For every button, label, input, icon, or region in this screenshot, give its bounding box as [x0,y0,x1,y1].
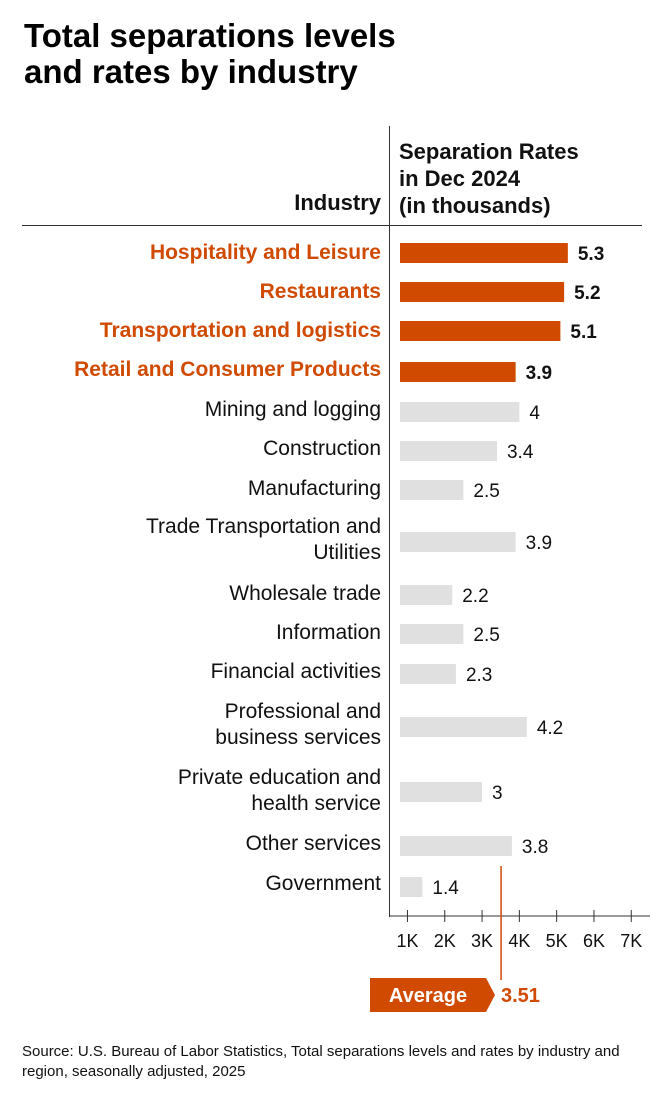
source-note: Source: U.S. Bureau of Labor Statistics,… [22,1043,620,1080]
rate-header-line-2: in Dec 2024 [399,166,521,191]
bar-11 [400,717,527,737]
value-label-12: 3 [492,783,503,804]
bar-14 [400,877,423,897]
category-label-professional: Professional and business services [215,700,381,749]
value-label-10: 2.3 [466,665,492,686]
category-label-restaurants: Restaurants [259,280,381,303]
value-label-6: 2.5 [473,481,499,502]
average-label: Average [389,985,467,1007]
category-label-hospitality: Hospitality and Leisure [149,241,381,264]
category-axis-line [389,126,390,917]
value-label-0: 5.3 [578,244,604,265]
value-label-9: 2.5 [473,625,499,646]
value-label-8: 2.2 [462,586,488,607]
industry-column-header: Industry [294,190,381,215]
x-tick-label-1: 2K [434,931,456,951]
bar-4 [400,402,520,422]
value-label-11: 4.2 [537,718,563,739]
x-tick-label-2: 3K [471,931,493,951]
x-tick-label-6: 7K [620,931,642,951]
x-tick-label-5: 6K [583,931,605,951]
bar-7 [400,532,516,552]
chart-title: Total separations levels and rates by in… [24,18,624,90]
bar-0 [400,243,568,263]
value-label-1: 5.2 [574,283,600,304]
category-label-private-education: Private education and health service [177,766,381,815]
value-label-3: 3.9 [526,363,552,384]
value-label-13: 3.8 [522,837,548,858]
rate-header-line-1: Separation Rates [399,139,579,164]
category-label-wholesale: Wholesale trade [229,582,381,605]
bar-5 [400,441,497,461]
category-label-retail: Retail and Consumer Products [74,358,381,381]
category-label-information: Information [275,621,381,644]
bar-13 [400,836,512,856]
value-label-4: 4 [529,403,540,424]
category-label-government: Government [265,872,381,895]
rate-column-header: Separation Rates in Dec 2024 (in thousan… [399,138,659,219]
header-divider [22,225,642,226]
bar-6 [400,480,464,500]
average-value: 3.51 [501,985,540,1007]
value-label-5: 3.4 [507,442,534,463]
rate-header-line-3: (in thousands) [399,193,551,218]
bar-1 [400,282,565,302]
value-label-2: 5.1 [570,322,597,343]
value-label-14: 1.4 [432,878,459,899]
category-label-financial: Financial activities [210,660,381,683]
category-label-manufacturing: Manufacturing [247,477,381,500]
category-label-other-services: Other services [245,832,381,855]
chart-title-line-1: Total separations levels [24,17,396,54]
category-label-mining: Mining and logging [204,398,381,421]
bar-9 [400,624,464,644]
category-label-construction: Construction [263,437,381,460]
value-label-7: 3.9 [526,533,552,554]
bar-12 [400,782,483,802]
x-tick-label-0: 1K [396,931,418,951]
category-label-transportation: Transportation and logistics [99,319,381,342]
category-label-trade-transportation: Trade Transportation and Utilities [145,515,381,564]
average-badge [370,978,495,1012]
bar-8 [400,585,453,605]
bar-3 [400,362,516,382]
chart-title-line-2: and rates by industry [24,53,358,90]
bar-2 [400,321,561,341]
bar-10 [400,664,456,684]
x-tick-label-3: 4K [508,931,530,951]
x-tick-label-4: 5K [546,931,568,951]
